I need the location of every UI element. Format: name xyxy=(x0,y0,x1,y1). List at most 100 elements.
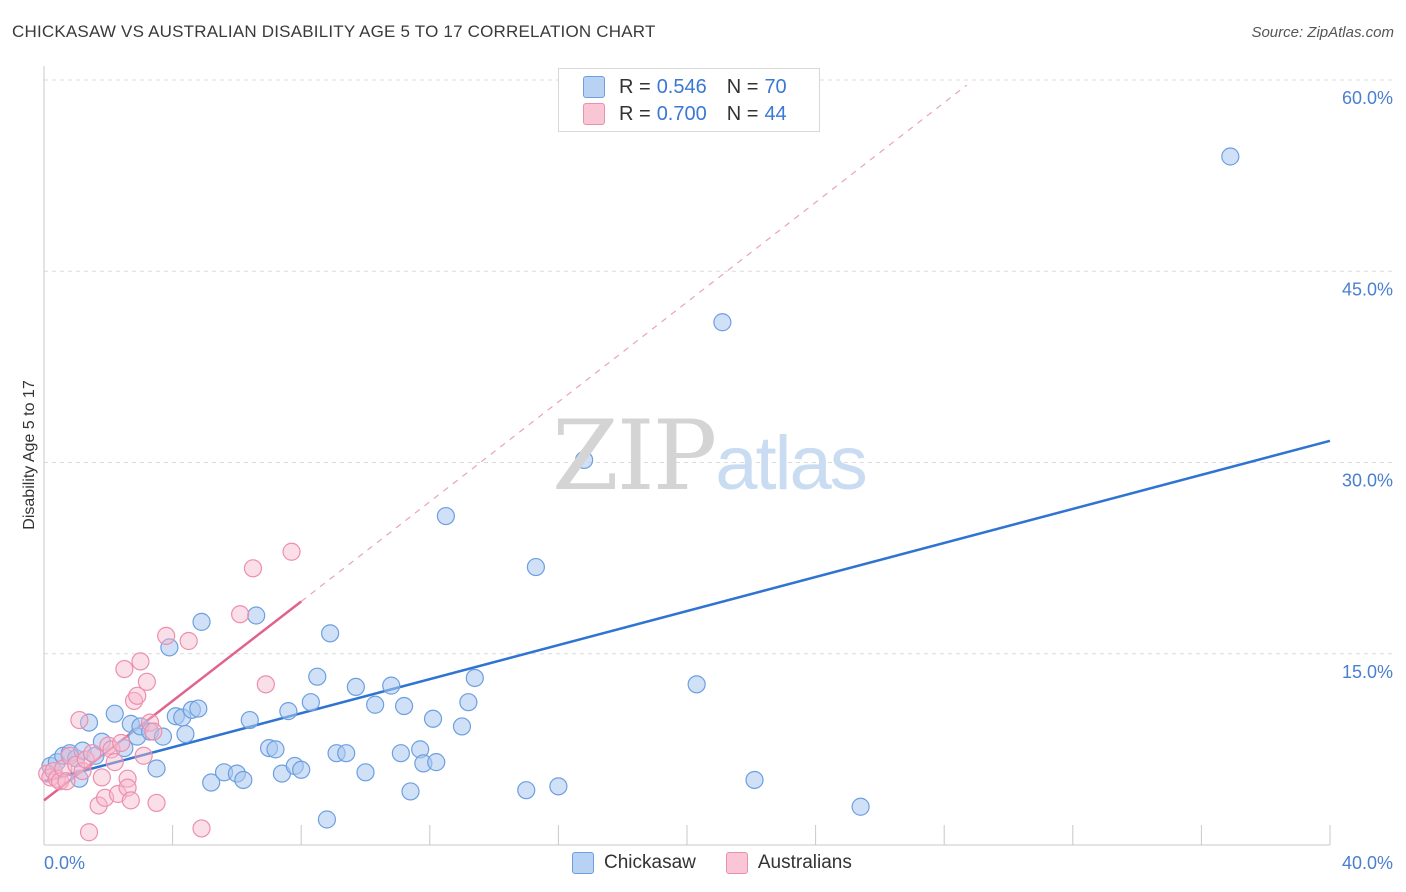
data-point-chickasaw xyxy=(321,624,340,643)
data-point-chickasaw xyxy=(394,696,414,716)
data-point-australians xyxy=(243,559,263,578)
y-axis-label: Disability Age 5 to 17 xyxy=(21,380,38,530)
legend-r-value: 0.546 xyxy=(656,75,707,98)
data-point-australians xyxy=(57,772,76,791)
data-point-chickasaw xyxy=(202,773,221,792)
legend-row-chickasaw: R = 0.546 N = 70 xyxy=(583,74,787,100)
data-point-australians xyxy=(282,542,301,561)
data-points xyxy=(38,147,1240,842)
data-point-australians xyxy=(231,605,250,624)
data-point-chickasaw xyxy=(526,557,545,577)
legend-n-label: N = xyxy=(726,75,759,98)
y-tick-label: 30.0% xyxy=(1342,471,1393,491)
data-point-chickasaw xyxy=(346,677,365,697)
data-point-australians xyxy=(192,819,211,838)
data-point-australians xyxy=(128,686,147,705)
data-point-chickasaw xyxy=(301,693,320,712)
data-point-australians xyxy=(144,722,163,741)
data-point-chickasaw xyxy=(317,810,337,829)
data-point-chickasaw xyxy=(153,727,173,746)
legend-row-australians: R = 0.700 N = 44 xyxy=(583,101,787,127)
data-point-chickasaw xyxy=(452,717,472,736)
data-point-chickasaw xyxy=(517,781,536,800)
data-point-chickasaw xyxy=(240,710,259,730)
data-point-australians xyxy=(137,672,156,691)
bottom-legend-swatch-pink xyxy=(725,852,748,874)
trend-line-australians xyxy=(43,600,302,802)
data-point-australians xyxy=(179,631,198,651)
tick-labels: 15.0% 30.0% 45.0% 60.0% 0.0% 40.0% xyxy=(44,88,1393,873)
data-point-chickasaw xyxy=(308,667,327,686)
data-point-chickasaw xyxy=(713,313,732,332)
y-tick-label: 60.0% xyxy=(1342,88,1393,108)
bottom-legend: Chickasaw Australians xyxy=(572,852,882,874)
trend-line-chickasaw xyxy=(43,439,1331,783)
data-point-chickasaw xyxy=(105,704,124,723)
legend-swatch-blue xyxy=(583,76,605,98)
data-point-chickasaw xyxy=(189,699,208,718)
data-point-chickasaw xyxy=(382,676,401,695)
y-tick-label: 45.0% xyxy=(1342,279,1393,299)
data-point-chickasaw xyxy=(851,797,870,816)
data-point-australians xyxy=(157,626,176,646)
data-point-chickasaw xyxy=(337,744,356,763)
bottom-legend-swatch-blue xyxy=(572,852,594,874)
data-point-australians xyxy=(83,744,102,763)
y-tick-label: 15.0% xyxy=(1342,662,1393,682)
data-point-australians xyxy=(134,746,153,765)
data-point-chickasaw xyxy=(247,606,266,625)
data-point-chickasaw xyxy=(745,770,764,790)
data-point-chickasaw xyxy=(192,612,211,631)
trend-line-australians-extension xyxy=(300,84,968,602)
bottom-legend-label: Chickasaw xyxy=(604,852,696,873)
x-tick-label: 40.0% xyxy=(1342,853,1393,873)
data-point-chickasaw xyxy=(366,695,385,714)
data-point-australians xyxy=(256,675,275,694)
trend-lines xyxy=(43,84,1331,802)
legend-n-value: 70 xyxy=(764,75,787,98)
legend-n-label: N = xyxy=(726,102,759,125)
data-point-australians xyxy=(131,652,150,671)
data-point-australians xyxy=(124,691,144,711)
data-point-chickasaw xyxy=(176,724,195,744)
data-point-australians xyxy=(92,768,111,787)
data-point-australians xyxy=(147,793,166,813)
data-point-australians xyxy=(70,710,89,730)
legend-r-value: 0.700 xyxy=(656,102,707,125)
data-point-chickasaw xyxy=(465,668,484,688)
data-point-chickasaw xyxy=(391,744,410,763)
legend-r-label: R = xyxy=(619,102,651,125)
watermark-zip: ZIP xyxy=(552,400,717,512)
legend-n-value: 44 xyxy=(764,102,787,125)
data-point-chickasaw xyxy=(266,740,285,759)
data-point-chickasaw xyxy=(575,450,594,470)
bottom-legend-australians: Australians xyxy=(725,852,852,874)
data-point-chickasaw xyxy=(687,675,706,694)
data-point-australians xyxy=(112,733,131,753)
chart-title: CHICKASAW VS AUSTRALIAN DISABILITY AGE 5… xyxy=(12,22,656,41)
legend: R = 0.546 N = 70 R = 0.700 N = 44 xyxy=(558,68,820,132)
x-tick-label: 0.0% xyxy=(44,853,85,873)
data-point-australians xyxy=(105,753,124,772)
data-point-australians xyxy=(73,761,92,781)
chart-source: Source: ZipAtlas.com xyxy=(1251,24,1394,41)
bottom-legend-label: Australians xyxy=(757,852,852,873)
data-point-chickasaw xyxy=(401,782,420,801)
data-point-chickasaw xyxy=(234,770,253,790)
bottom-legend-chickasaw: Chickasaw xyxy=(572,852,696,874)
legend-swatch-pink xyxy=(583,103,605,125)
watermark: ZIPatlas xyxy=(552,400,868,512)
data-point-chickasaw xyxy=(279,702,298,721)
data-point-chickasaw xyxy=(459,693,478,712)
data-point-chickasaw xyxy=(292,760,311,779)
data-point-australians xyxy=(115,659,134,679)
data-point-chickasaw xyxy=(1221,147,1240,166)
data-point-australians xyxy=(121,791,140,810)
data-point-chickasaw xyxy=(436,506,455,526)
data-point-chickasaw xyxy=(160,638,179,657)
data-point-chickasaw xyxy=(549,777,568,796)
data-point-australians xyxy=(79,823,99,842)
data-point-chickasaw xyxy=(356,763,375,782)
legend-r-label: R = xyxy=(619,75,651,98)
data-point-chickasaw xyxy=(147,759,166,778)
